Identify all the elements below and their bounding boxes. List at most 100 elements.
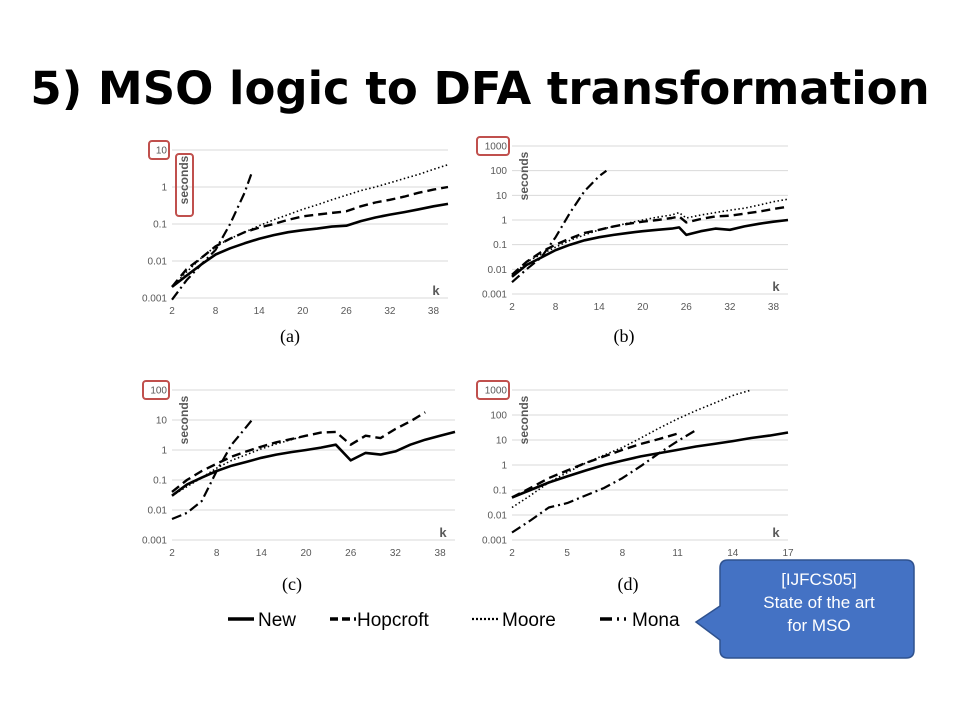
x-tick-label: 32: [384, 306, 396, 317]
x-tick-label: 14: [594, 302, 606, 313]
x-tick-label: 38: [428, 306, 440, 317]
y-tick-label: 1000: [485, 142, 508, 153]
y-tick-label: 1: [161, 183, 167, 194]
series-line-hopcroft: [511, 432, 678, 499]
x-tick-label: 14: [727, 548, 739, 559]
x-tick-label: 38: [435, 548, 447, 559]
subfigure-label: (c): [282, 574, 302, 595]
series-line-mona: [171, 171, 253, 301]
x-tick-label: 32: [390, 548, 402, 559]
series-line-mona: [171, 416, 255, 521]
y-tick-label: 10: [156, 146, 168, 157]
y-tick-label: 100: [490, 166, 507, 177]
series-line-moore: [171, 434, 307, 497]
x-tick-label: 20: [297, 306, 309, 317]
y-max-highlight-box: [142, 380, 170, 400]
y-tick-label: 1: [501, 216, 507, 227]
y-tick-label: 0.1: [153, 476, 167, 487]
subfigure-label: (b): [614, 326, 635, 347]
x-tick-label: 32: [724, 302, 736, 313]
series-line-hopcroft: [171, 185, 449, 288]
x-tick-label: 14: [256, 548, 268, 559]
subfigure-label: (d): [618, 574, 639, 595]
y-axis-label: seconds: [177, 395, 191, 444]
y-axis-label: seconds: [517, 151, 531, 200]
x-tick-label: 17: [782, 548, 794, 559]
x-tick-label: 2: [509, 548, 515, 559]
chart-panel-1: 0.001 0.01 0.1 1 10 2 8 14 20 26 32 38 k seconds (a): [142, 140, 449, 347]
x-tick-label: 2: [169, 306, 175, 317]
series-line-hopcroft: [171, 411, 426, 493]
x-tick-label: 5: [564, 548, 570, 559]
series-line-new: [171, 430, 456, 497]
y-tick-label: 100: [490, 411, 507, 422]
y-tick-label: 1: [501, 461, 507, 472]
series-line-moore: [511, 198, 789, 278]
x-tick-label: 20: [637, 302, 649, 313]
series-line-hopcroft: [511, 205, 789, 276]
y-tick-label: 0.01: [148, 506, 168, 517]
y-tick-label: 0.001: [482, 290, 507, 301]
chart-panel-2: 0.001 0.01 0.1 1 10 100 1000 2 8 14 20 26 32 38 k secon…: [476, 136, 789, 347]
y-max-highlight-box: [476, 136, 510, 156]
x-axis-label: k: [772, 525, 780, 540]
x-tick-label: 2: [169, 548, 175, 559]
y-axis-label: seconds: [177, 155, 191, 204]
x-tick-label: 14: [254, 306, 266, 317]
y-tick-label: 1000: [485, 386, 508, 397]
y-tick-label: 0.01: [488, 265, 508, 276]
series-line-new: [511, 431, 789, 499]
y-tick-label: 1: [161, 446, 167, 457]
series-line-mona: [511, 169, 608, 284]
y-tick-label: 0.1: [493, 486, 507, 497]
series-line-moore: [511, 389, 752, 509]
x-tick-label: 8: [620, 548, 626, 559]
x-tick-label: 26: [681, 302, 693, 313]
series-line-moore: [171, 163, 449, 288]
x-tick-label: 20: [300, 548, 312, 559]
x-tick-label: 8: [214, 548, 220, 559]
series-line-new: [171, 202, 449, 288]
callout-shape: [694, 559, 915, 659]
y-tick-label: 100: [150, 386, 167, 397]
y-tick-label: 0.1: [493, 240, 507, 251]
x-tick-label: 11: [672, 548, 683, 559]
x-axis-label: k: [772, 279, 780, 294]
legend: New Hopcroft Moore Mona: [228, 610, 680, 631]
legend-label: New: [258, 610, 296, 631]
y-tick-label: 0.01: [148, 257, 168, 268]
y-tick-label: 0.1: [153, 220, 167, 231]
callout-line-1: [IJFCS05]: [781, 570, 857, 589]
callout-line-3: for MSO: [787, 616, 851, 635]
y-tick-label: 0.001: [142, 294, 167, 305]
legend-label: Mona: [632, 610, 680, 631]
y-tick-label: 10: [496, 436, 508, 447]
x-tick-label: 26: [345, 548, 357, 559]
legend-label: Moore: [502, 610, 556, 631]
x-tick-label: 26: [341, 306, 353, 317]
x-tick-label: 38: [768, 302, 780, 313]
series-line-new: [511, 218, 789, 278]
x-tick-label: 8: [213, 306, 219, 317]
y-tick-label: 0.001: [142, 536, 167, 547]
x-axis-label: k: [439, 525, 447, 540]
y-max-highlight-box: [148, 140, 170, 160]
callout-text: [IJFCS05] State of the art for MSO: [726, 568, 912, 637]
chart-panel-4: 0.001 0.01 0.1 1 10 100 1000 2 5 8 11 14 17k seconds (…: [476, 380, 794, 595]
subfigure-label: (a): [280, 326, 300, 347]
y-axis-label: seconds: [517, 395, 531, 444]
legend-label: Hopcroft: [357, 610, 430, 631]
y-tick-label: 0.01: [488, 511, 508, 522]
y-tick-label: 0.001: [482, 536, 507, 547]
callout-line-2: State of the art: [763, 593, 875, 612]
slide-title: 5) MSO logic to DFA transformation: [30, 62, 930, 115]
x-tick-label: 2: [509, 302, 515, 313]
x-tick-label: 8: [553, 302, 559, 313]
y-tick-label: 10: [496, 191, 508, 202]
y-max-highlight-box: [476, 380, 510, 400]
y-axis-highlight-box: [175, 153, 194, 217]
chart-panel-3: 0.001 0.01 0.1 1 10 100 2 8 14 20 26 32 38 k seconds (c…: [142, 380, 456, 595]
y-tick-label: 10: [156, 416, 168, 427]
x-axis-label: k: [432, 283, 440, 298]
